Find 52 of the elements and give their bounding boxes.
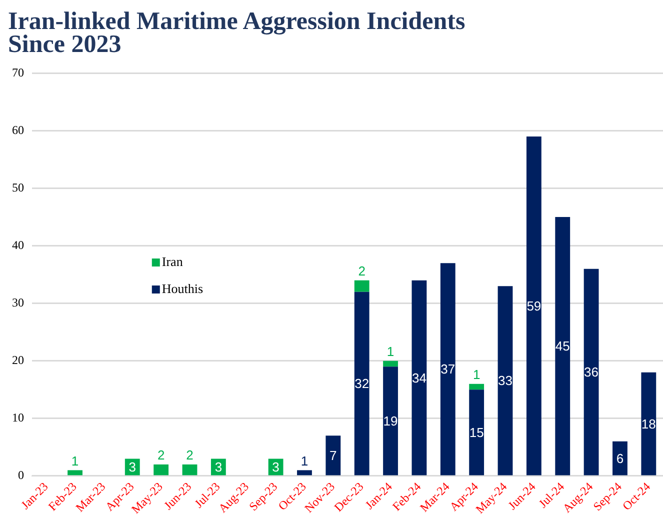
y-tick-label: 70 [12,65,24,80]
y-tick-label: 20 [12,353,24,368]
bar [354,280,370,292]
bar [383,360,398,367]
data-label: 34 [412,370,426,386]
bar [555,217,570,476]
data-label: 15 [469,425,484,440]
y-tick-label: 60 [12,122,24,137]
y-tick-label: 10 [12,410,24,425]
bar [154,464,169,476]
data-label: 32 [354,376,370,392]
y-tick-label: 30 [12,296,24,310]
bar [612,441,628,476]
bar [440,263,456,476]
data-label: 1 [300,453,308,468]
data-label: 36 [584,364,599,380]
chart-title: Iran-linked Maritime Aggression Incidents Since 2023 [8,8,466,58]
data-label: 37 [440,362,456,377]
data-label: 3 [214,460,222,475]
data-label: 3 [128,460,136,475]
data-label: 7 [330,448,337,464]
data-label: 2 [157,448,165,463]
bar [584,268,599,476]
bar [641,372,656,476]
bar [182,464,198,476]
data-label: 1 [386,344,394,359]
data-label: 2 [186,448,194,463]
bar [383,366,398,476]
legend-label: Houthis [162,280,204,296]
bar [469,384,484,390]
data-label: 1 [472,366,480,382]
bar [68,470,82,476]
bar [498,286,513,476]
bar [526,136,542,476]
data-label: 19 [383,413,398,428]
data-label: 18 [641,416,656,432]
data-label: 6 [616,450,624,466]
data-label: 59 [526,298,542,314]
bar [297,470,312,476]
data-label: 2 [358,263,366,278]
data-label: 1 [71,453,79,468]
bar [354,292,370,476]
bar [412,280,427,476]
legend-label: Iran [162,254,184,269]
data-label: 33 [498,373,512,388]
y-tick-label: 50 [12,180,24,194]
bar [326,436,341,476]
data-label: 45 [555,338,570,354]
data-label: 3 [272,460,280,475]
y-tick-label: 0 [18,468,24,482]
bar [469,390,484,476]
y-tick-label: 40 [12,238,24,252]
